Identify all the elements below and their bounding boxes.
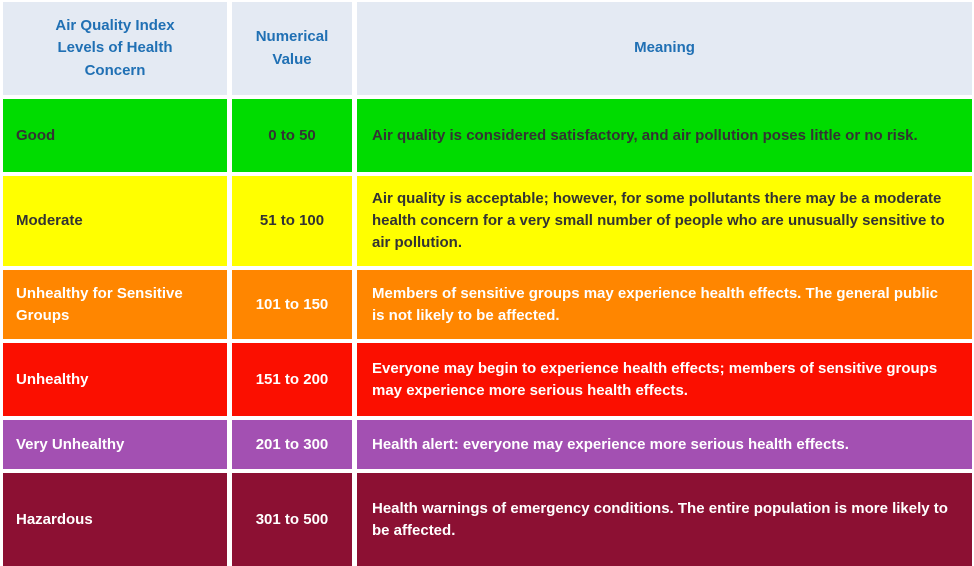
meaning-cell: Members of sensitive groups may experien…	[357, 270, 972, 339]
meaning-text: Health alert: everyone may experience mo…	[372, 435, 849, 453]
header-value-label: Numerical Value	[255, 28, 329, 68]
meaning-text: Everyone may begin to experience health …	[372, 359, 938, 399]
level-cell: Good	[3, 99, 227, 172]
header-level-label: Air Quality Index Levels of Health Conce…	[55, 16, 175, 79]
table-row-hazardous: Hazardous 301 to 500 Health warnings of …	[3, 473, 972, 566]
level-cell: Moderate	[3, 176, 227, 266]
value-label: 201 to 300	[255, 435, 329, 453]
table-row-moderate: Moderate 51 to 100 Air quality is accept…	[3, 176, 972, 266]
value-label: 0 to 50	[268, 126, 316, 144]
level-label: Unhealthy for Sensitive Groups	[16, 284, 183, 324]
header-cell-level: Air Quality Index Levels of Health Conce…	[3, 2, 227, 95]
meaning-cell: Air quality is considered satisfactory, …	[357, 99, 972, 172]
value-label: 301 to 500	[255, 510, 329, 528]
table-row-unhealthy: Unhealthy 151 to 200 Everyone may begin …	[3, 343, 972, 416]
value-cell: 101 to 150	[232, 270, 352, 339]
value-label: 101 to 150	[255, 295, 329, 313]
meaning-cell: Health warnings of emergency conditions.…	[357, 473, 972, 566]
meaning-text: Air quality is considered satisfactory, …	[372, 126, 918, 144]
table-row-very-unhealthy: Very Unhealthy 201 to 300 Health alert: …	[3, 420, 972, 469]
value-label: 151 to 200	[255, 370, 329, 388]
level-label: Hazardous	[16, 510, 93, 528]
meaning-cell: Health alert: everyone may experience mo…	[357, 420, 972, 469]
table-row-good: Good 0 to 50 Air quality is considered s…	[3, 99, 972, 172]
level-label: Moderate	[16, 212, 83, 230]
header-cell-meaning: Meaning	[357, 2, 972, 95]
value-cell: 201 to 300	[232, 420, 352, 469]
level-cell: Unhealthy	[3, 343, 227, 416]
value-label: 51 to 100	[259, 212, 325, 230]
level-label: Good	[16, 126, 56, 144]
meaning-text: Air quality is acceptable; however, for …	[372, 190, 945, 251]
level-label: Unhealthy	[16, 370, 89, 388]
table-header-row: Air Quality Index Levels of Health Conce…	[3, 2, 972, 95]
level-label: Very Unhealthy	[16, 435, 125, 453]
meaning-cell: Everyone may begin to experience health …	[357, 343, 972, 416]
meaning-cell: Air quality is acceptable; however, for …	[357, 176, 972, 266]
meaning-text: Members of sensitive groups may experien…	[372, 284, 939, 324]
value-cell: 151 to 200	[232, 343, 352, 416]
value-cell: 301 to 500	[232, 473, 352, 566]
header-meaning-label: Meaning	[634, 39, 695, 57]
value-cell: 0 to 50	[232, 99, 352, 172]
table-row-unhealthy-sensitive-groups: Unhealthy for Sensitive Groups 101 to 15…	[3, 270, 972, 339]
meaning-text: Health warnings of emergency conditions.…	[372, 499, 948, 539]
value-cell: 51 to 100	[232, 176, 352, 266]
level-cell: Very Unhealthy	[3, 420, 227, 469]
header-cell-numerical-value: Numerical Value	[232, 2, 352, 95]
level-cell: Unhealthy for Sensitive Groups	[3, 270, 227, 339]
level-cell: Hazardous	[3, 473, 227, 566]
